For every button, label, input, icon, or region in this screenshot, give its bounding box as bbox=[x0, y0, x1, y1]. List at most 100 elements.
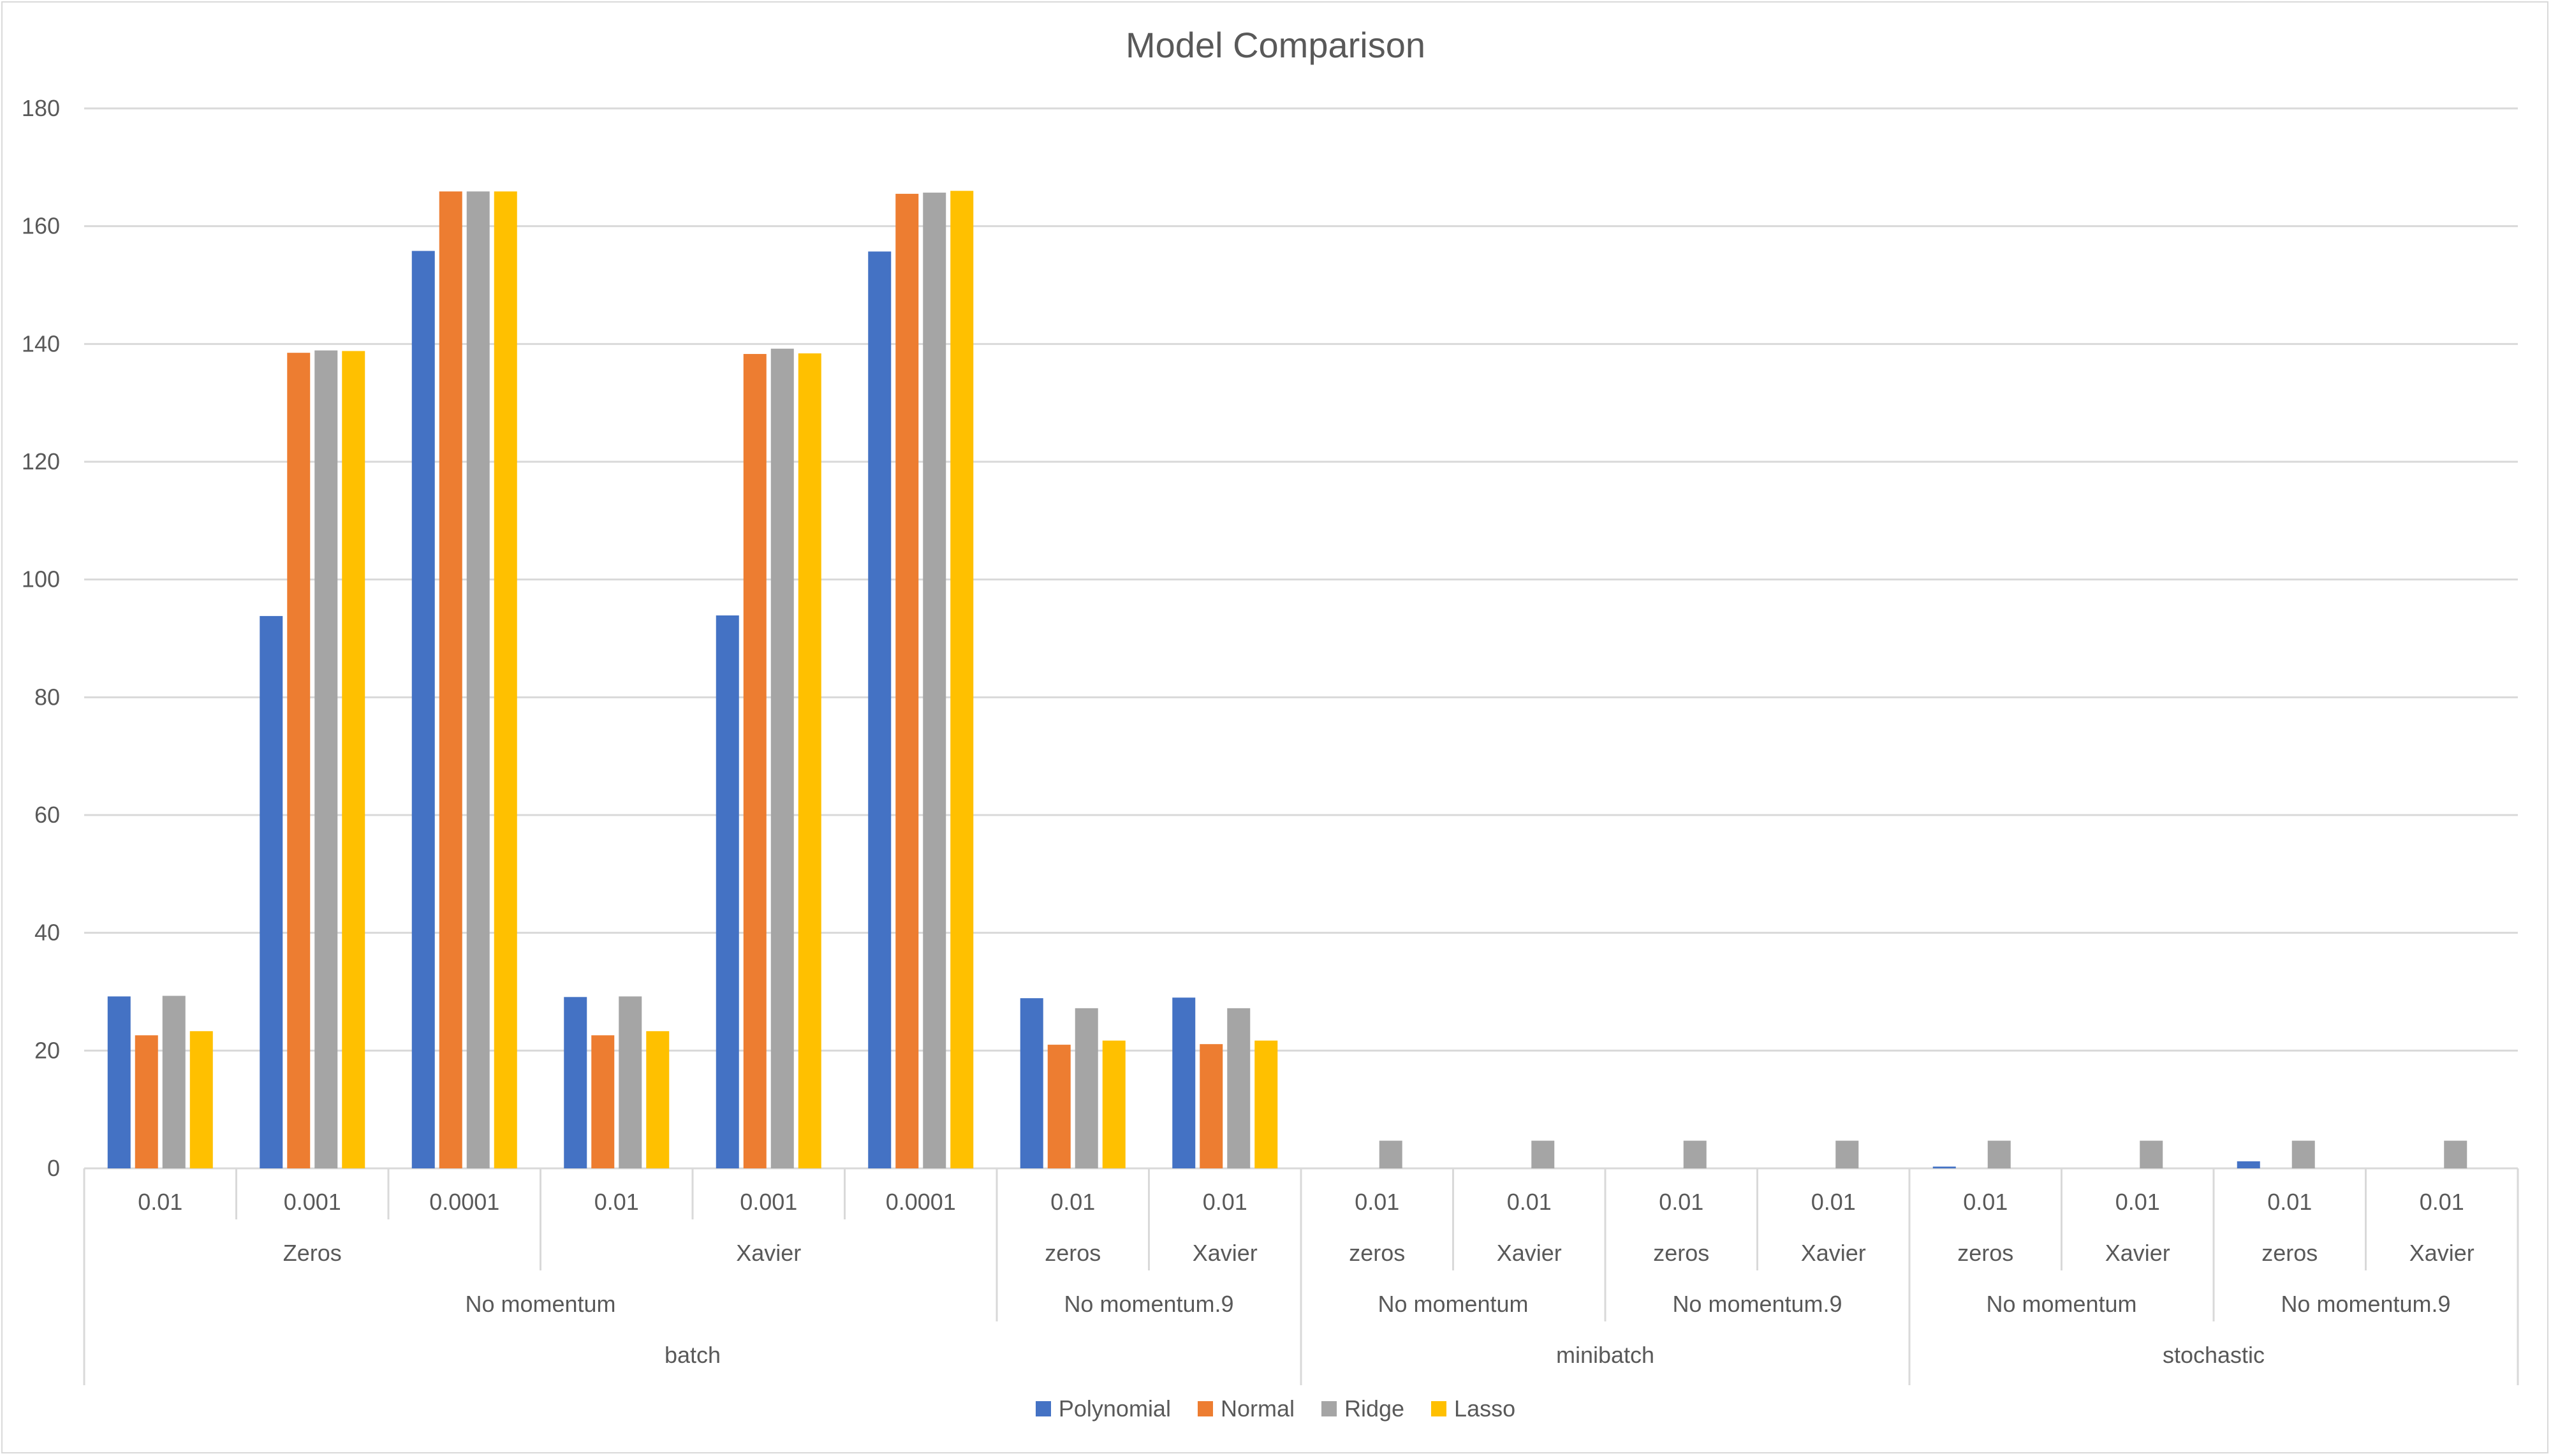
x-tick-label: 0.001 bbox=[740, 1189, 797, 1215]
init-label: Xavier bbox=[2105, 1240, 2170, 1266]
legend-swatch bbox=[1431, 1401, 1447, 1416]
init-label: zeros bbox=[2261, 1240, 2318, 1266]
x-tick-label: 0.01 bbox=[2267, 1189, 2312, 1215]
x-tick-label: 0.01 bbox=[2115, 1189, 2160, 1215]
init-label: Xavier bbox=[1497, 1240, 1562, 1266]
bar-lasso bbox=[1102, 1040, 1126, 1168]
bar-normal bbox=[1047, 1045, 1071, 1168]
init-label: zeros bbox=[1957, 1240, 2013, 1266]
bar-polynomial bbox=[564, 997, 587, 1168]
bar-lasso bbox=[494, 191, 517, 1169]
y-tick-label: 20 bbox=[34, 1037, 60, 1063]
bar-lasso bbox=[1254, 1040, 1278, 1168]
bar-polynomial bbox=[1932, 1166, 1956, 1168]
x-tick-label: 0.01 bbox=[1659, 1189, 1703, 1215]
bar-lasso bbox=[798, 353, 821, 1168]
bar-ridge bbox=[2291, 1140, 2315, 1168]
x-tick-label: 0.01 bbox=[594, 1189, 639, 1215]
chart-legend: Polynomial Normal Ridge Lasso bbox=[0, 1395, 2551, 1422]
bar-polynomial bbox=[1172, 997, 1196, 1168]
x-tick-label: 0.01 bbox=[138, 1189, 182, 1215]
y-tick-label: 160 bbox=[22, 213, 60, 239]
bar-ridge bbox=[1227, 1008, 1251, 1168]
method-label: minibatch bbox=[1556, 1342, 1654, 1368]
legend-label: Ridge bbox=[1344, 1395, 1405, 1422]
bar-polynomial bbox=[107, 996, 131, 1168]
bar-ridge bbox=[923, 193, 946, 1169]
legend-swatch bbox=[1035, 1401, 1051, 1416]
y-tick-label: 40 bbox=[34, 920, 60, 946]
bar-ridge bbox=[1835, 1140, 1859, 1168]
bar-ridge bbox=[1379, 1140, 1402, 1168]
y-tick-label: 180 bbox=[22, 95, 60, 121]
bar-normal bbox=[287, 353, 311, 1168]
x-tick-label: 0.01 bbox=[1050, 1189, 1095, 1215]
init-label: Xavier bbox=[1193, 1240, 1258, 1266]
momentum-label: No momentum.9 bbox=[1672, 1291, 1842, 1317]
init-label: Xavier bbox=[1801, 1240, 1866, 1266]
method-label: stochastic bbox=[2163, 1342, 2265, 1368]
bar-polynomial bbox=[260, 615, 283, 1168]
legend-label: Normal bbox=[1220, 1395, 1295, 1422]
bar-ridge bbox=[1683, 1140, 1707, 1168]
legend-item-polynomial: Polynomial bbox=[1035, 1395, 1171, 1422]
bar-ridge bbox=[1531, 1140, 1555, 1168]
bar-polynomial bbox=[1020, 998, 1043, 1168]
y-tick-label: 80 bbox=[34, 684, 60, 710]
bar-ridge bbox=[2444, 1140, 2467, 1168]
y-tick-label: 120 bbox=[22, 448, 60, 474]
legend-item-lasso: Lasso bbox=[1431, 1395, 1515, 1422]
legend-label: Lasso bbox=[1454, 1395, 1516, 1422]
bar-ridge bbox=[2140, 1140, 2163, 1168]
bar-polynomial bbox=[411, 251, 435, 1168]
bar-lasso bbox=[189, 1031, 213, 1168]
bar-normal bbox=[895, 193, 919, 1169]
x-tick-label: 0.01 bbox=[2420, 1189, 2464, 1215]
init-label: zeros bbox=[1349, 1240, 1405, 1266]
bar-polynomial bbox=[2237, 1161, 2260, 1168]
legend-swatch bbox=[1197, 1401, 1213, 1416]
bar-ridge bbox=[466, 191, 490, 1169]
init-label: zeros bbox=[1653, 1240, 1709, 1266]
bar-ridge bbox=[770, 348, 794, 1168]
y-tick-label: 60 bbox=[34, 802, 60, 828]
legend-swatch bbox=[1321, 1401, 1337, 1416]
bar-ridge bbox=[162, 996, 186, 1168]
chart-title: Model Comparison bbox=[1126, 25, 1425, 65]
bar-normal bbox=[439, 191, 462, 1169]
momentum-label: No momentum bbox=[465, 1291, 615, 1317]
init-label: Xavier bbox=[2409, 1240, 2474, 1266]
x-tick-label: 0.001 bbox=[284, 1189, 341, 1215]
init-label: Zeros bbox=[283, 1240, 342, 1266]
method-label: batch bbox=[665, 1342, 721, 1368]
y-tick-label: 100 bbox=[22, 566, 60, 592]
bar-ridge bbox=[1075, 1008, 1098, 1168]
bar-lasso bbox=[950, 191, 974, 1169]
bar-normal bbox=[135, 1035, 158, 1168]
x-tick-label: 0.01 bbox=[1203, 1189, 1247, 1215]
x-tick-label: 0.01 bbox=[1355, 1189, 1399, 1215]
bar-ridge bbox=[314, 350, 338, 1168]
legend-label: Polynomial bbox=[1058, 1395, 1171, 1422]
init-label: Xavier bbox=[736, 1240, 801, 1266]
bar-normal bbox=[591, 1035, 615, 1168]
x-tick-label: 0.0001 bbox=[886, 1189, 956, 1215]
bar-polynomial bbox=[716, 615, 739, 1168]
bar-polynomial bbox=[868, 251, 892, 1168]
momentum-label: No momentum.9 bbox=[1064, 1291, 1233, 1317]
bar-ridge bbox=[619, 996, 642, 1168]
init-label: zeros bbox=[1045, 1240, 1101, 1266]
momentum-label: No momentum bbox=[1986, 1291, 2136, 1317]
legend-item-normal: Normal bbox=[1197, 1395, 1295, 1422]
x-tick-label: 0.0001 bbox=[429, 1189, 499, 1215]
legend-item-ridge: Ridge bbox=[1321, 1395, 1404, 1422]
momentum-label: No momentum bbox=[1378, 1291, 1528, 1317]
x-tick-label: 0.01 bbox=[1507, 1189, 1552, 1215]
y-tick-label: 140 bbox=[22, 330, 60, 357]
y-tick-label: 0 bbox=[47, 1155, 60, 1181]
bar-ridge bbox=[1987, 1140, 2011, 1168]
bar-normal bbox=[743, 354, 767, 1168]
bar-lasso bbox=[646, 1031, 670, 1168]
